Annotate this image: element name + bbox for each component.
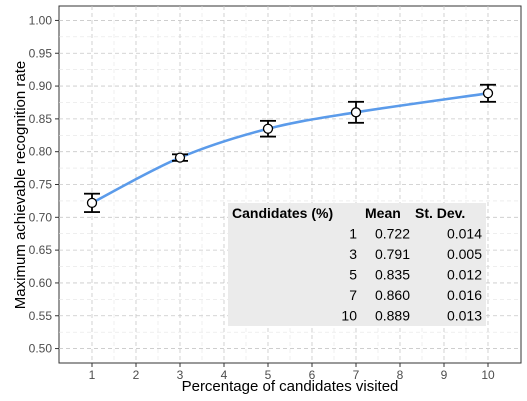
x-tick-label: 3 [177, 368, 184, 382]
y-tick-label: 0.70 [29, 210, 53, 224]
x-axis: 1 2 3 4 5 6 7 8 9 10 [89, 363, 495, 382]
y-axis: 0.50 0.55 0.60 0.65 0.70 0.75 0.80 0.85 0.90 0.95… [29, 13, 59, 356]
table-header-cell: St. Dev. [415, 205, 465, 221]
data-point [482, 88, 494, 99]
table-cell: 1 [349, 226, 357, 242]
data-point [174, 152, 186, 163]
table-cell: 0.889 [375, 308, 410, 324]
table-cell: 0.012 [447, 267, 482, 283]
x-tick-label: 6 [309, 368, 316, 382]
x-tick-label: 5 [265, 368, 272, 382]
summary-table: Candidates (%) Mean St. Dev. 1 0.722 0.014 3 0.… [228, 203, 486, 326]
x-tick-label: 1 [89, 368, 96, 382]
y-tick-label: 0.55 [29, 309, 53, 323]
y-tick-label: 0.90 [29, 79, 53, 93]
table-header-cell: Candidates (%) [232, 205, 333, 221]
x-tick-label: 2 [133, 368, 140, 382]
x-tick-label: 4 [221, 368, 228, 382]
table-cell: 0.005 [447, 246, 482, 262]
y-tick-label: 0.75 [29, 178, 53, 192]
data-point [350, 107, 362, 118]
table-cell: 0.791 [375, 246, 410, 262]
table-cell: 10 [341, 308, 357, 324]
x-tick-label: 7 [353, 368, 360, 382]
table-cell: 0.016 [447, 287, 482, 303]
y-tick-label: 0.65 [29, 243, 53, 257]
y-tick-label: 0.80 [29, 145, 53, 159]
y-tick-label: 0.85 [29, 112, 53, 126]
table-cell: 5 [349, 267, 357, 283]
table-cell: 3 [349, 246, 357, 262]
y-tick-label: 0.50 [29, 342, 53, 356]
y-tick-label: 0.60 [29, 276, 53, 290]
table-cell: 0.722 [375, 226, 410, 242]
table-cell: 0.835 [375, 267, 410, 283]
x-axis-title: Percentage of candidates visited [182, 378, 399, 395]
table-background [228, 203, 486, 326]
table-cell: 0.013 [447, 308, 482, 324]
y-axis-title: Maximum achievable recognition rate [12, 61, 29, 309]
x-tick-label: 10 [481, 368, 495, 382]
y-tick-label: 0.95 [29, 46, 53, 60]
data-point [262, 123, 274, 134]
y-tick-label: 1.00 [29, 13, 53, 27]
series-layer [84, 83, 496, 213]
table-cell: 0.860 [375, 287, 410, 303]
x-tick-label: 8 [397, 368, 404, 382]
table-cell: 7 [349, 287, 357, 303]
data-point [86, 197, 98, 209]
table-cell: 0.014 [447, 226, 482, 242]
x-tick-label: 9 [441, 368, 448, 382]
table-header-cell: Mean [365, 205, 401, 221]
